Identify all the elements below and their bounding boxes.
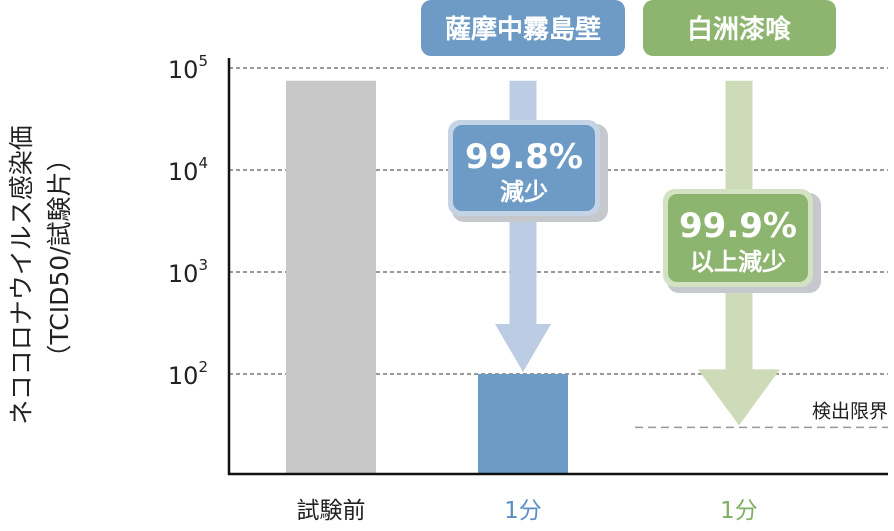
reduction-arrow: [495, 80, 551, 373]
y-tick-label: 103: [168, 256, 208, 288]
reduction-box-2: 99.9% 以上減少: [663, 189, 821, 293]
group-label-2: 白洲漆喰: [643, 0, 836, 56]
svg-text:薩摩中霧島壁: 薩摩中霧島壁: [445, 14, 601, 45]
reduction-label: 減少: [500, 178, 548, 206]
reduction-box-1: 99.8% 減少: [448, 120, 608, 222]
bar: [286, 80, 376, 475]
reduction-label: 以上減少: [690, 248, 786, 276]
category-label-1: 試験前: [297, 498, 366, 524]
reduction-value: 99.8%: [465, 137, 583, 177]
y-axis-unit: （TCID50/試験片）: [45, 146, 74, 369]
detection-limit-label: 検出限界: [812, 400, 888, 422]
bar: [478, 374, 568, 474]
group-label-1: 薩摩中霧島壁: [421, 0, 625, 56]
svg-text:白洲漆喰: 白洲漆喰: [687, 14, 791, 45]
y-axis-label: ネココロナウイルス感染価: [7, 125, 36, 425]
y-tick-label: 105: [168, 52, 208, 84]
reduction-value: 99.9%: [679, 206, 797, 246]
category-label-3: 1分: [720, 498, 758, 524]
y-tick-label: 104: [168, 154, 208, 186]
y-tick-label: 102: [168, 358, 208, 390]
category-label-2: 1分: [504, 498, 542, 524]
